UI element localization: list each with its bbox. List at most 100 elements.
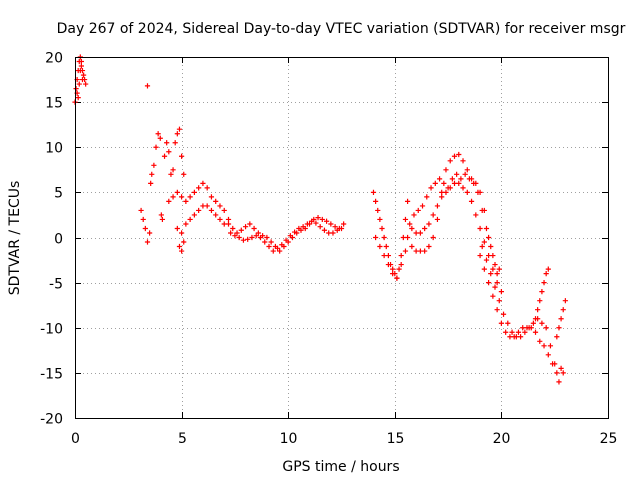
data-point — [390, 271, 396, 277]
data-point — [147, 230, 153, 236]
x-tick-label: 0 — [71, 431, 80, 447]
data-point — [479, 243, 485, 250]
data-point — [204, 185, 210, 191]
data-point — [170, 194, 176, 200]
data-point — [161, 153, 168, 159]
data-point — [245, 236, 251, 242]
data-point — [473, 212, 479, 218]
data-point — [498, 289, 504, 295]
data-point — [409, 225, 415, 232]
data-point — [503, 329, 509, 335]
data-point — [78, 63, 84, 69]
data-point — [179, 230, 185, 236]
data-point — [515, 329, 522, 335]
data-point — [334, 227, 340, 233]
data-point — [221, 207, 227, 214]
data-point — [477, 225, 483, 232]
data-point — [426, 243, 432, 250]
data-point — [464, 189, 470, 195]
y-tick-label: -10 — [40, 322, 63, 338]
data-point — [554, 334, 560, 340]
data-point — [149, 171, 155, 177]
data-point — [486, 252, 492, 259]
data-point — [537, 298, 543, 304]
x-tick-label: 15 — [387, 431, 405, 447]
data-point — [381, 234, 387, 241]
data-point — [251, 225, 257, 232]
data-point — [496, 266, 502, 272]
data-point — [77, 67, 83, 74]
data-point — [439, 194, 445, 200]
data-point — [225, 216, 232, 223]
data-point — [187, 216, 193, 223]
data-points — [72, 54, 568, 385]
data-point — [370, 189, 377, 195]
data-point — [447, 158, 453, 164]
data-point — [304, 221, 310, 227]
data-point — [543, 325, 549, 331]
data-point — [522, 329, 528, 335]
data-point — [332, 224, 338, 230]
y-tick-label: -20 — [40, 412, 63, 428]
data-point — [456, 180, 462, 186]
data-point — [330, 230, 336, 236]
data-point — [532, 316, 539, 322]
data-point — [377, 216, 383, 223]
data-point — [517, 334, 524, 340]
data-point — [530, 320, 536, 326]
chart-title: Day 267 of 2024, Sidereal Day-to-day VTE… — [57, 21, 626, 37]
data-point — [228, 230, 234, 236]
data-point — [315, 215, 321, 221]
data-point — [242, 224, 249, 230]
data-point — [234, 230, 240, 236]
data-point — [379, 225, 385, 232]
data-point — [140, 216, 146, 223]
data-point — [454, 171, 460, 177]
data-point — [539, 289, 545, 295]
data-point — [494, 271, 500, 277]
data-point — [419, 203, 426, 209]
grid — [75, 57, 608, 418]
data-point — [317, 224, 323, 230]
data-point — [441, 180, 447, 186]
data-point — [270, 248, 276, 254]
data-point — [479, 207, 485, 214]
y-tick-label: -15 — [40, 367, 63, 383]
data-point — [338, 225, 345, 232]
data-point — [213, 212, 219, 218]
data-point — [424, 194, 430, 200]
data-point — [309, 218, 315, 224]
data-point — [257, 234, 264, 241]
data-point — [157, 135, 163, 141]
y-tick-label: 15 — [45, 96, 63, 112]
data-point — [144, 83, 151, 89]
data-point — [181, 171, 187, 177]
data-point — [268, 239, 274, 245]
data-point — [494, 307, 500, 313]
data-point — [159, 216, 166, 223]
data-point — [291, 229, 298, 235]
data-point — [541, 343, 547, 349]
data-point — [191, 212, 197, 218]
data-point — [174, 189, 180, 195]
data-point — [532, 329, 539, 335]
data-point — [166, 198, 172, 204]
x-tick-label: 25 — [600, 431, 618, 447]
data-point — [396, 266, 402, 272]
data-point — [151, 162, 157, 168]
data-point — [394, 275, 400, 281]
data-point — [179, 194, 185, 200]
data-point — [236, 234, 242, 241]
data-point — [415, 207, 421, 214]
data-point — [488, 243, 494, 250]
data-point — [179, 248, 185, 254]
data-point — [545, 266, 551, 272]
data-point — [264, 234, 270, 241]
data-point — [547, 343, 554, 349]
data-point — [79, 76, 86, 83]
data-point — [313, 220, 319, 226]
data-point — [466, 176, 473, 182]
data-point — [181, 239, 187, 245]
data-point — [187, 194, 193, 200]
data-point — [460, 158, 466, 164]
